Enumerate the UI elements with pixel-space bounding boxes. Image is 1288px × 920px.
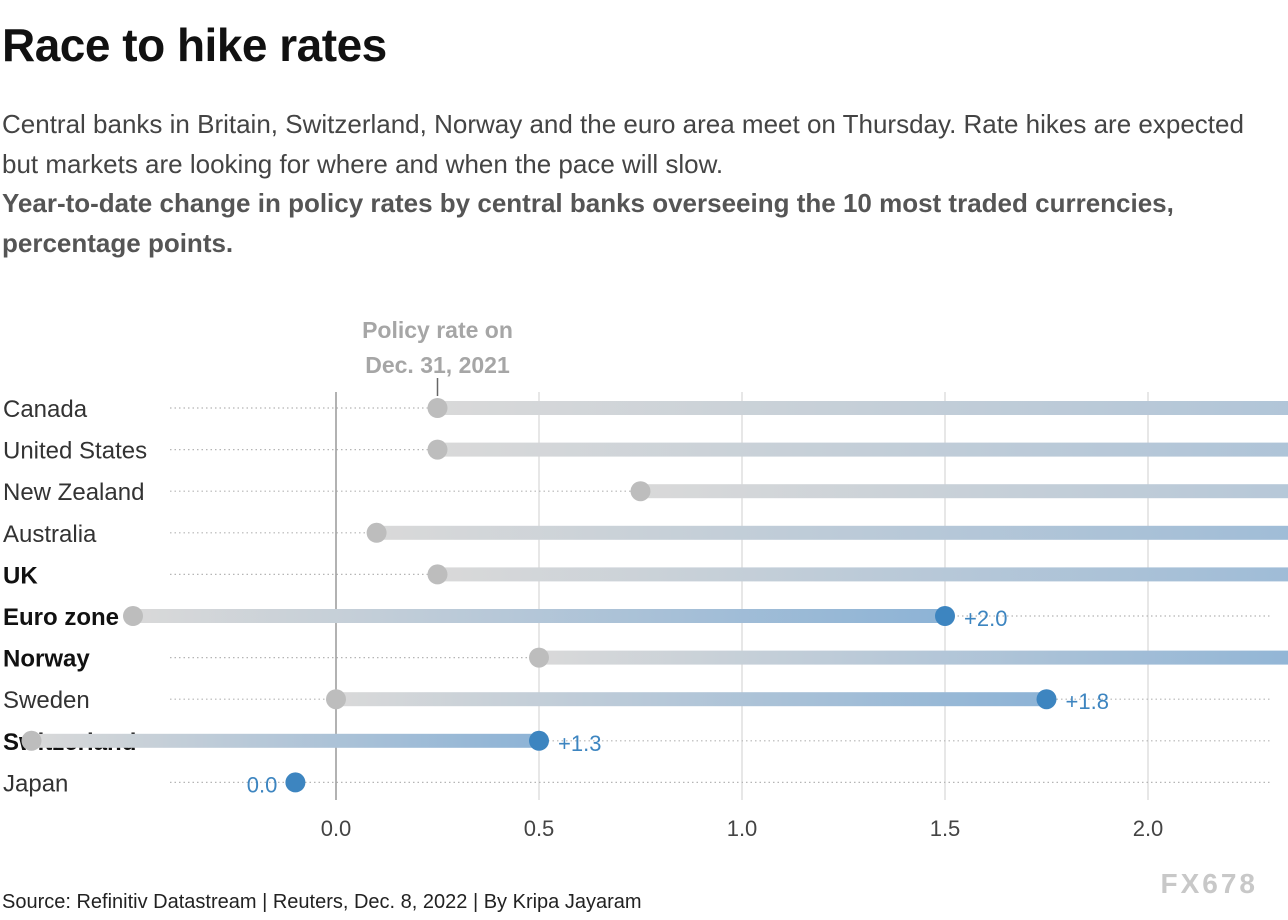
change-bar [640, 484, 1288, 499]
row-new-zealand: New Zealand+3.5 [3, 479, 1288, 506]
change-bar [133, 609, 945, 623]
change-bar [336, 692, 1047, 707]
chart-title: Race to hike rates [2, 19, 387, 71]
row-label: United States [3, 438, 147, 465]
start-annotation: Policy rate on Dec. 31, 2021 [362, 317, 513, 378]
change-label: +1.8 [1066, 689, 1109, 714]
row-label: Japan [3, 770, 68, 797]
change-bar [31, 733, 539, 748]
start-dot [427, 398, 448, 418]
start-dot [326, 689, 346, 710]
row-label: UK [3, 562, 38, 589]
start-dot [529, 647, 549, 668]
end-dot [1036, 689, 1057, 710]
start-dot [427, 564, 448, 585]
x-tick-label: 1.5 [930, 816, 961, 841]
change-bar [376, 525, 1288, 540]
row-sweden: Sweden +1.8 [3, 687, 1270, 714]
source-note: Source: Refinitiv Datastream | Reuters, … [2, 891, 642, 913]
x-tick-label: 1.0 [727, 816, 758, 841]
row-label: Sweden [3, 687, 90, 714]
x-tick-label: 2.0 [1133, 816, 1164, 841]
end-dot [529, 730, 549, 751]
start-dot [427, 439, 448, 460]
row-label: New Zealand [3, 479, 144, 506]
x-tick-label: 0.0 [321, 816, 352, 841]
change-bar [437, 567, 1288, 582]
change-label: 0.0 [247, 772, 278, 797]
chart-description: Year-to-date change in policy rates by c… [2, 188, 1174, 258]
row-australia: Australia+3.0 [3, 521, 1288, 548]
row-switzerland: Switzerland+1.3 [3, 729, 1270, 756]
end-dot [285, 772, 306, 793]
row-label: Euro zone [3, 604, 119, 631]
start-dot [366, 522, 387, 543]
change-bar [539, 650, 1288, 665]
chart-subtitle: Central banks in Britain, Switzerland, N… [2, 109, 1244, 179]
change-bar [437, 442, 1288, 457]
watermark: FX678 [1160, 868, 1258, 899]
start-dot [123, 606, 143, 626]
row-japan: Japan 0.0 [3, 770, 1270, 797]
row-norway: Norway+2.0 [3, 646, 1288, 673]
end-dot [935, 606, 955, 626]
start-dot [21, 730, 42, 751]
row-label: Norway [3, 646, 90, 673]
change-label: +2.0 [964, 606, 1007, 631]
start-dot [630, 481, 651, 502]
row-canada: Canada+4.0 [3, 396, 1288, 423]
dumbbell-chart: Canada+4.0 United States+3.8 New Zealand+3… [3, 317, 1288, 841]
change-label: +1.3 [558, 731, 601, 756]
row-uk: UK+2.8 [3, 562, 1288, 589]
row-united-states: United States+3.8 [3, 438, 1288, 465]
row-euro-zone: Euro zone +2.0 [3, 604, 1270, 631]
row-label: Australia [3, 521, 97, 548]
row-label: Canada [3, 396, 88, 423]
x-tick-label: 0.5 [524, 816, 555, 841]
change-bar [437, 401, 1288, 415]
